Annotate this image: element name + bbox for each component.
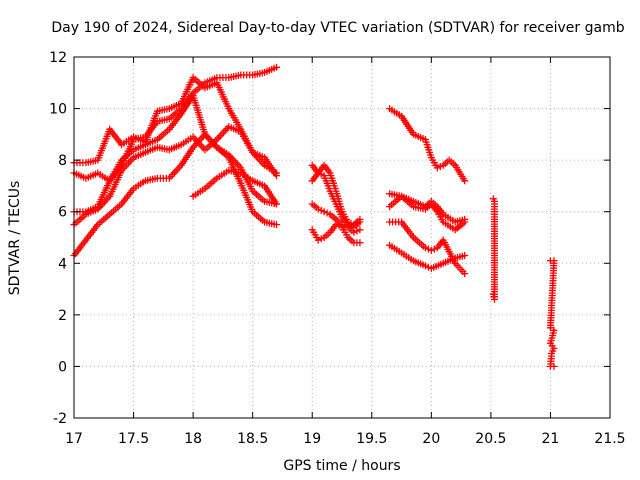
- chart-title: Day 190 of 2024, Sidereal Day-to-day VTE…: [51, 20, 624, 36]
- data-point: [335, 222, 343, 230]
- x-axis-label: GPS time / hours: [283, 458, 400, 474]
- data-point: [273, 63, 280, 71]
- data-point: [461, 177, 469, 185]
- data-point: [546, 324, 554, 332]
- x-tick-label: 21: [542, 431, 560, 447]
- series-arc-13: [386, 192, 469, 234]
- data-point: [353, 227, 361, 235]
- data-point: [350, 228, 358, 236]
- data-point: [273, 169, 280, 177]
- y-tick-label: 2: [58, 308, 67, 324]
- data-point: [421, 244, 429, 252]
- series-arc-5: [70, 130, 280, 259]
- series-arc-9: [308, 200, 364, 236]
- x-tick-label: 18.5: [237, 431, 268, 447]
- data-point: [421, 262, 429, 270]
- series-arc-6: [189, 167, 280, 208]
- x-tick-label: 20.5: [475, 431, 506, 447]
- series-arc-16: [489, 195, 498, 303]
- data-point: [427, 246, 435, 254]
- plot-frame: [73, 56, 611, 419]
- axis-ticks: 17 17.5 18 18.5 19 19.5 20 20.5 21 21.5 -2 0 2 4 6 8 10 1…: [49, 50, 625, 447]
- data-marks: [70, 63, 558, 370]
- x-tick-label: 17.5: [118, 431, 149, 447]
- y-tick-label: 12: [49, 50, 67, 66]
- data-point: [273, 221, 280, 229]
- data-point: [341, 222, 349, 230]
- data-point: [314, 205, 322, 213]
- data-point: [323, 209, 331, 217]
- data-point: [314, 236, 322, 244]
- data-point: [273, 200, 280, 208]
- data-point: [356, 239, 364, 247]
- data-point: [489, 290, 497, 298]
- data-point: [550, 362, 558, 370]
- series-arc-15: [386, 241, 469, 272]
- y-tick-label: 10: [49, 102, 67, 118]
- x-tick-label: 19: [303, 431, 321, 447]
- y-axis-label: SDTVAR / TECUs: [7, 181, 23, 296]
- y-tick-label: -2: [53, 411, 67, 427]
- x-tick-label: 19.5: [356, 431, 387, 447]
- series-arc-17: [546, 257, 558, 370]
- data-point: [461, 270, 469, 278]
- data-point: [461, 252, 469, 259]
- data-point: [433, 164, 441, 172]
- data-point: [461, 218, 469, 226]
- y-tick-label: 6: [58, 205, 67, 221]
- series-arc-10: [308, 221, 364, 247]
- data-point: [356, 226, 364, 234]
- x-tick-label: 21.5: [594, 431, 625, 447]
- data-point: [430, 245, 438, 253]
- series-arc-1: [70, 74, 280, 180]
- x-tick-label: 18: [184, 431, 202, 447]
- data-point: [356, 218, 364, 226]
- series-arc-14: [386, 218, 469, 278]
- y-tick-label: 4: [58, 256, 67, 272]
- series-arc-11: [386, 105, 469, 185]
- x-tick-label: 20: [422, 431, 440, 447]
- data-point: [314, 169, 322, 177]
- series-arc-4: [70, 123, 280, 229]
- data-point: [332, 221, 340, 229]
- y-tick-label: 8: [58, 153, 67, 169]
- data-point: [320, 208, 328, 216]
- y-tick-label: 0: [58, 359, 67, 375]
- x-tick-label: 17: [65, 431, 83, 447]
